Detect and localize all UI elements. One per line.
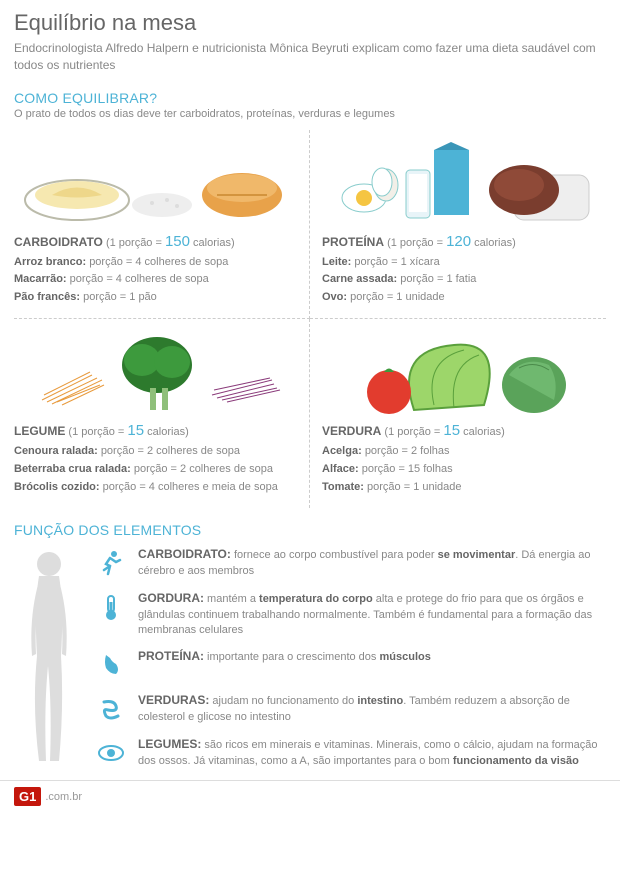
section-sub-equilibrar: O prato de todos os dias deve ter carboi…: [14, 108, 606, 120]
func-item: PROTEÍNA: importante para o crescimento …: [94, 648, 606, 682]
page-subtitle: Endocrinologista Alfredo Halpern e nutri…: [14, 40, 606, 74]
proteina-illustration: [322, 138, 596, 233]
footer-url: .com.br: [45, 791, 82, 803]
group-name: CARBOIDRATO: [14, 235, 103, 249]
portion-prefix: (1 porção =: [68, 426, 127, 438]
runner-icon: [94, 546, 128, 580]
intestine-icon: [94, 692, 128, 726]
portion-suffix: calorias): [190, 237, 235, 249]
group-items: Arroz branco: porção = 4 colheres de sop…: [14, 254, 299, 307]
func-text: LEGUMES: são ricos em minerais e vitamin…: [138, 736, 606, 770]
calories-value: 15: [127, 422, 144, 439]
func-text: PROTEÍNA: importante para o crescimento …: [138, 648, 431, 682]
portion-prefix: (1 porção =: [387, 237, 446, 249]
page-title: Equilíbrio na mesa: [14, 10, 606, 36]
group-name: VERDURA: [322, 424, 381, 438]
func-text: GORDURA: mantém a temperatura do corpo a…: [138, 590, 606, 638]
food-groups-grid: CARBOIDRATO (1 porção = 150 calorias) Ar…: [14, 130, 606, 509]
carboidrato-illustration: [14, 138, 299, 233]
group-items: Acelga: porção = 2 folhas Alface: porção…: [322, 443, 596, 496]
arm-icon: [94, 648, 128, 682]
func-text: VERDURAS: ajudam no funcionamento do int…: [138, 692, 606, 726]
group-proteina: PROTEÍNA (1 porção = 120 calorias) Leite…: [310, 130, 606, 320]
group-name: PROTEÍNA: [322, 235, 384, 249]
body-silhouette-icon: [14, 546, 84, 780]
func-text: CARBOIDRATO: fornece ao corpo combustíve…: [138, 546, 606, 580]
portion-suffix: calorias): [471, 237, 516, 249]
group-name: LEGUME: [14, 424, 65, 438]
eye-icon: [94, 736, 128, 770]
group-verdura: VERDURA (1 porção = 15 calorias) Acelga:…: [310, 319, 606, 508]
func-item: VERDURAS: ajudam no funcionamento do int…: [94, 692, 606, 726]
portion-suffix: calorias): [460, 426, 505, 438]
portion-prefix: (1 porção =: [106, 237, 165, 249]
legume-illustration: [14, 327, 299, 422]
calories-value: 150: [165, 233, 190, 250]
section-heading-equilibrar: COMO EQUILIBRAR?: [14, 90, 606, 106]
funcoes-section: FUNÇÃO DOS ELEMENTOS CARBOIDRATO: fornec…: [14, 522, 606, 780]
group-items: Leite: porção = 1 xícara Carne assada: p…: [322, 254, 596, 307]
portion-prefix: (1 porção =: [384, 426, 443, 438]
portion-suffix: calorias): [144, 426, 189, 438]
thermometer-icon: [94, 590, 128, 624]
verdura-illustration: [322, 327, 596, 422]
group-legume: LEGUME (1 porção = 15 calorias) Cenoura …: [14, 319, 310, 508]
func-item: LEGUMES: são ricos em minerais e vitamin…: [94, 736, 606, 770]
func-item: CARBOIDRATO: fornece ao corpo combustíve…: [94, 546, 606, 580]
calories-value: 120: [446, 233, 471, 250]
group-items: Cenoura ralada: porção = 2 colheres de s…: [14, 443, 299, 496]
section-heading-funcoes: FUNÇÃO DOS ELEMENTOS: [14, 522, 606, 538]
func-item: GORDURA: mantém a temperatura do corpo a…: [94, 590, 606, 638]
brand-logo: G1: [14, 787, 41, 806]
calories-value: 15: [443, 422, 460, 439]
footer: G1 .com.br: [0, 780, 620, 814]
group-carboidrato: CARBOIDRATO (1 porção = 150 calorias) Ar…: [14, 130, 310, 320]
